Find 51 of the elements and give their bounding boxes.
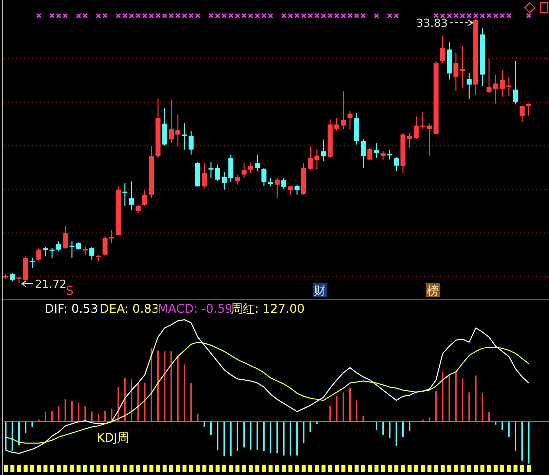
candlestick [122,182,128,207]
candlestick [374,142,380,159]
annotation: KDJ周 [97,431,130,445]
candlestick [56,241,62,252]
candlestick [50,248,55,259]
candlestick [274,178,280,199]
text: DEA: 0.83 [100,302,160,316]
text: MACD: -0.59 [158,302,233,316]
candlestick [30,258,35,269]
text: 周红: 127.00 [231,302,305,316]
candlestick [440,35,446,64]
candlestick [235,174,240,186]
candlestick [142,189,148,207]
candlestick [454,52,459,92]
candlestick [188,130,194,156]
candlestick [368,148,373,161]
candlestick [90,246,95,260]
candlestick [195,162,200,188]
candlestick [242,162,247,179]
annotation: 21.72 [35,278,67,291]
candlestick [387,150,392,160]
candlestick [23,256,28,282]
candlestick [348,110,353,130]
candlestick [360,139,366,169]
candlestick [526,103,532,117]
candlestick [447,42,452,80]
candlestick [109,230,114,244]
candlestick [63,226,68,250]
text: S [66,284,74,298]
candlestick [129,181,134,212]
candlestick [36,248,42,262]
candlestick [520,105,525,124]
candlestick [208,162,214,179]
candlestick [394,156,400,172]
candlestick [162,108,168,148]
candlestick [466,72,472,100]
candlestick [282,178,287,190]
candlestick [202,162,208,189]
candlestick [460,46,466,89]
candlestick [248,162,254,174]
candlestick [255,154,260,172]
annotation: 33.83 [416,17,448,30]
candlestick [321,139,326,162]
candlestick [43,246,48,258]
candlestick [70,241,75,259]
candlestick [262,168,267,188]
candlestick [513,60,518,106]
text: DIF: 0.53 [45,302,98,316]
candlestick [294,184,300,196]
candlestick [102,236,108,256]
candlestick [354,112,360,146]
